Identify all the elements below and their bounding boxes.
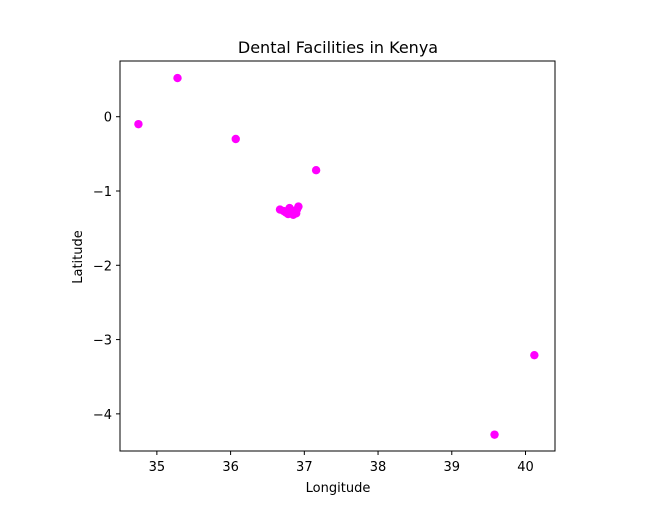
y-axis-label: Latitude [71,230,86,284]
data-point [231,134,240,144]
x-tick-label: 35 [149,460,166,475]
data-point [490,430,499,439]
x-tick-label: 40 [517,460,534,475]
x-tick-label: 38 [370,460,387,475]
chart-title: Dental Facilities in Kenya [238,38,438,57]
data-point [530,350,539,360]
y-tick-label: −2 [93,259,112,274]
data-point [134,119,143,129]
x-axis-label: Longitude [306,481,371,496]
data-point [311,166,321,175]
data-points [134,73,539,439]
x-tick-label: 36 [222,460,239,475]
plot-frame [119,60,556,452]
data-point [173,73,182,83]
data-point [294,202,303,211]
y-axis-ticks: 0 −1 −2 −3 −4 [93,111,120,423]
y-tick-label: −1 [93,185,112,200]
y-tick-label: 0 [104,111,112,126]
x-axis-ticks: 35 36 37 38 39 40 [149,451,534,475]
y-tick-label: −3 [93,334,112,349]
y-tick-label: −4 [93,408,112,423]
x-tick-label: 39 [444,460,461,475]
x-tick-label: 37 [296,460,313,475]
